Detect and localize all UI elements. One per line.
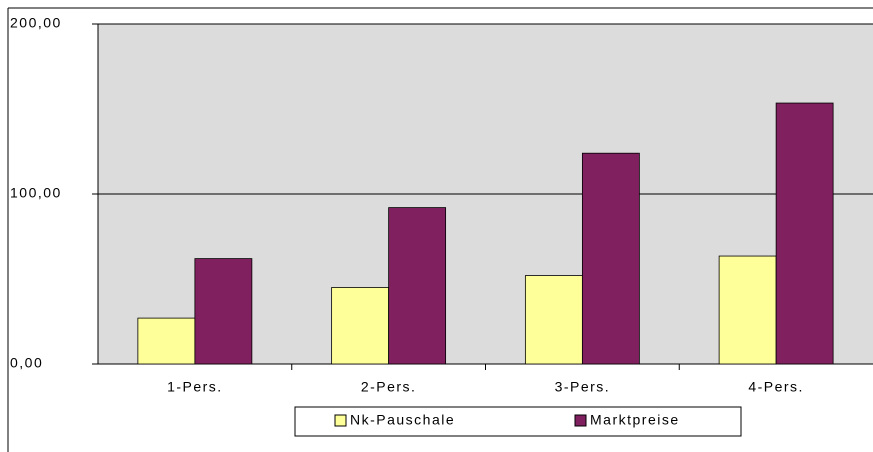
- bar: [137, 317, 196, 365]
- x-tick-label: 3-Pers.: [555, 379, 611, 395]
- x-tick-label: 2-Pers.: [361, 379, 417, 395]
- y-tick-label: 0,00: [10, 355, 43, 371]
- y-tick-label: 200,00: [10, 15, 62, 31]
- legend-swatch: [574, 414, 587, 427]
- bar: [718, 255, 777, 365]
- bar: [331, 287, 390, 365]
- legend-swatch: [334, 414, 347, 427]
- bar: [194, 258, 253, 365]
- x-tick-label: 1-Pers.: [167, 379, 223, 395]
- bar: [775, 102, 834, 365]
- bar: [388, 207, 447, 365]
- legend-label: Nk-Pauschale: [350, 412, 455, 428]
- y-tick-label: 100,00: [10, 185, 62, 201]
- bar: [524, 275, 583, 365]
- legend-label: Marktpreise: [590, 412, 680, 428]
- legend: [294, 406, 742, 437]
- bar: [581, 152, 640, 365]
- x-tick-label: 4-Pers.: [748, 379, 804, 395]
